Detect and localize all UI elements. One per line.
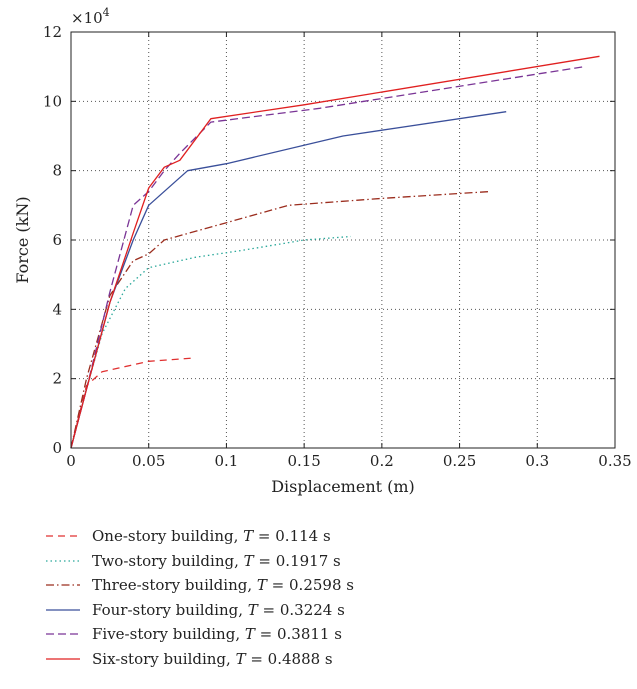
legend-period-symbol: T [243, 527, 254, 546]
legend: One-story building, T = 0.114 s Two-story… [44, 524, 354, 671]
x-tick-label: 0 [66, 452, 76, 470]
legend-period-symbol: T [235, 649, 246, 668]
legend-series-name: One-story building, [92, 527, 244, 546]
series-line-3 [70, 190, 491, 449]
legend-label: Four-story building, T = 0.3224 s [92, 601, 345, 619]
y-tick-label: 6 [52, 231, 62, 249]
x-tick-label: 0.05 [132, 452, 165, 470]
legend-item: Six-story building, T = 0.4888 s [44, 647, 354, 672]
y-tick-label: 12 [43, 23, 62, 41]
legend-series-name: Four-story building, [92, 600, 248, 619]
legend-period-symbol: T [256, 576, 267, 595]
series-line-6 [70, 55, 600, 449]
y-multiplier-base: ×10 [71, 9, 103, 27]
y-tick-label: 8 [52, 162, 62, 180]
legend-swatch [46, 560, 80, 562]
x-tick-label: 0.35 [598, 452, 631, 470]
legend-swatch [46, 633, 80, 635]
y-axis-multiplier: ×104 [71, 6, 110, 27]
legend-period-value: = 0.3811 s [254, 625, 342, 644]
x-tick-label: 0.1 [214, 452, 238, 470]
legend-item: One-story building, T = 0.114 s [44, 524, 354, 549]
y-tick-label: 0 [52, 439, 62, 457]
axis-ticks: 0 0.05 0.1 0.15 0.2 0.25 0.3 0.35 0 2 4 6 8 10 12 [43, 23, 632, 470]
x-tick-label: 0.15 [287, 452, 320, 470]
series-line-2 [70, 235, 351, 449]
series-line-4 [70, 111, 507, 449]
legend-swatch [46, 609, 80, 611]
y-tick-label: 4 [52, 300, 62, 318]
series-line-1 [70, 357, 196, 449]
x-tick-label: 0.2 [370, 452, 394, 470]
y-tick-label: 2 [52, 370, 62, 388]
legend-period-symbol: T [243, 551, 254, 570]
legend-label: Six-story building, T = 0.4888 s [92, 650, 333, 668]
legend-period-value: = 0.4888 s [245, 649, 333, 668]
series-line-5 [70, 66, 585, 449]
legend-label: Three-story building, T = 0.2598 s [92, 576, 354, 594]
legend-item: Three-story building, T = 0.2598 s [44, 573, 354, 598]
x-tick-label: 0.3 [525, 452, 549, 470]
legend-period-symbol: T [247, 600, 258, 619]
x-tick-label: 0.25 [443, 452, 476, 470]
grid [71, 32, 615, 448]
legend-series-name: Six-story building, [92, 649, 236, 668]
legend-item: Four-story building, T = 0.3224 s [44, 598, 354, 623]
series-lines [70, 55, 600, 449]
x-axis-label: Displacement (m) [271, 477, 415, 496]
y-tick-label: 10 [43, 92, 62, 110]
legend-label: Two-story building, T = 0.1917 s [92, 552, 341, 570]
legend-period-value: = 0.114 s [253, 527, 331, 546]
legend-series-name: Three-story building, [92, 576, 257, 595]
legend-period-value: = 0.2598 s [266, 576, 354, 595]
legend-swatch [46, 658, 80, 660]
legend-swatch [46, 535, 80, 537]
legend-period-symbol: T [244, 625, 255, 644]
legend-series-name: Two-story building, [92, 551, 244, 570]
legend-item: Five-story building, T = 0.3811 s [44, 622, 354, 647]
y-multiplier-exponent: 4 [103, 6, 110, 19]
legend-item: Two-story building, T = 0.1917 s [44, 549, 354, 574]
legend-label: Five-story building, T = 0.3811 s [92, 625, 342, 643]
chart: 0 0.05 0.1 0.15 0.2 0.25 0.3 0.35 0 2 4 6 8 10 12 Disp… [13, 6, 632, 496]
legend-label: One-story building, T = 0.114 s [92, 527, 331, 545]
legend-period-value: = 0.3224 s [257, 600, 345, 619]
y-axis-label: Force (kN) [13, 196, 32, 283]
legend-period-value: = 0.1917 s [253, 551, 341, 570]
legend-swatch [46, 584, 80, 586]
legend-series-name: Five-story building, [92, 625, 245, 644]
